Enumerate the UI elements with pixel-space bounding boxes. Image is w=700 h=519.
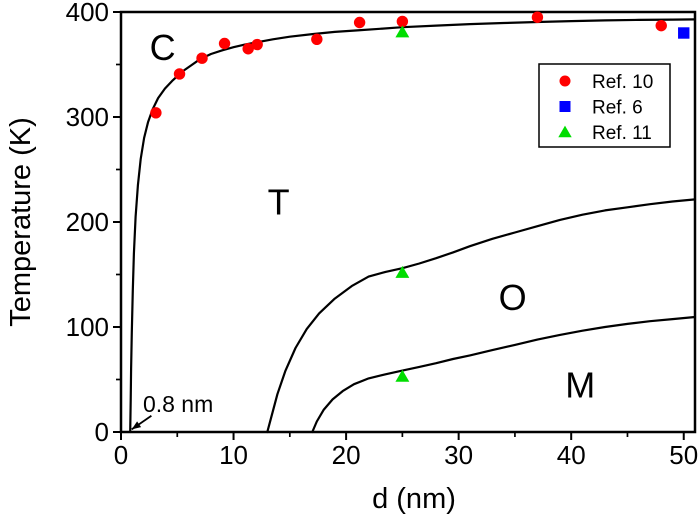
data-point-ref-10 (396, 15, 409, 28)
y-tick-label-100: 100 (66, 312, 109, 342)
critical-size-label: 0.8 nm (143, 391, 213, 417)
data-point-ref-10 (218, 37, 231, 50)
x-tick-label-30: 30 (444, 440, 473, 470)
data-point-ref-11 (395, 265, 410, 278)
legend-marker-triangle (558, 125, 572, 138)
data-point-ref-10 (242, 43, 254, 55)
x-tick-label-10: 10 (219, 440, 248, 470)
data-point-ref-10 (311, 33, 323, 45)
series-ref-11 (395, 25, 410, 382)
data-point-ref-10 (531, 11, 544, 23)
y-tick-label-0: 0 (95, 417, 109, 447)
series-ref-6 (678, 27, 690, 39)
legend-entry-ref-11: Ref. 11 (558, 123, 652, 144)
legend-entry-ref-10: Ref. 10 (559, 72, 653, 93)
data-point-ref-10 (150, 107, 162, 119)
x-axis-title: d (nm) (372, 483, 456, 515)
x-tick-label-0: 0 (114, 440, 128, 470)
y-axis: 0 100 200 300 400 (66, 0, 121, 447)
phase-label-o: O (499, 277, 527, 318)
legend: Ref. 10 Ref. 6 Ref. 11 (538, 63, 671, 148)
x-tick-label-20: 20 (332, 440, 361, 470)
y-tick-label-400: 400 (66, 0, 109, 27)
legend-label-ref-11: Ref. 11 (592, 123, 652, 144)
legend-label-ref-10: Ref. 10 (592, 72, 653, 93)
phase-boundary-c-t (129, 18, 697, 434)
y-axis-title: Temperature (K) (5, 117, 37, 327)
phase-boundaries (129, 18, 697, 434)
phase-label-t: T (268, 182, 290, 223)
data-point-ref-11 (395, 25, 410, 38)
data-point-ref-10 (655, 19, 667, 32)
x-tick-label-40: 40 (557, 440, 586, 470)
phase-label-c: C (150, 27, 176, 68)
legend-label-ref-6: Ref. 6 (592, 98, 643, 119)
data-point-ref-11 (395, 369, 410, 382)
data-point-ref-10 (251, 38, 263, 51)
x-tick-label-50: 50 (669, 440, 698, 470)
phase-boundary-o-m (311, 315, 697, 434)
data-point-ref-10 (173, 68, 186, 80)
legend-marker-circle (559, 75, 571, 87)
data-point-ref-6 (678, 27, 690, 39)
phase-boundary-t-o (266, 198, 697, 434)
data-points (150, 11, 690, 382)
annotation-arrowhead (131, 421, 142, 430)
size-annotation: 0.8 nm (131, 391, 213, 431)
data-point-ref-10 (196, 52, 208, 64)
legend-marker-square (559, 101, 571, 112)
phase-region-labels: C T O M (150, 27, 596, 405)
y-tick-label-200: 200 (66, 207, 109, 237)
series-ref-10 (150, 11, 667, 119)
legend-entry-ref-6: Ref. 6 (559, 98, 643, 119)
x-axis: 0 10 20 30 40 50 (114, 432, 698, 470)
phase-label-m: M (565, 364, 595, 405)
data-point-ref-10 (353, 16, 366, 29)
y-tick-label-300: 300 (66, 102, 109, 132)
